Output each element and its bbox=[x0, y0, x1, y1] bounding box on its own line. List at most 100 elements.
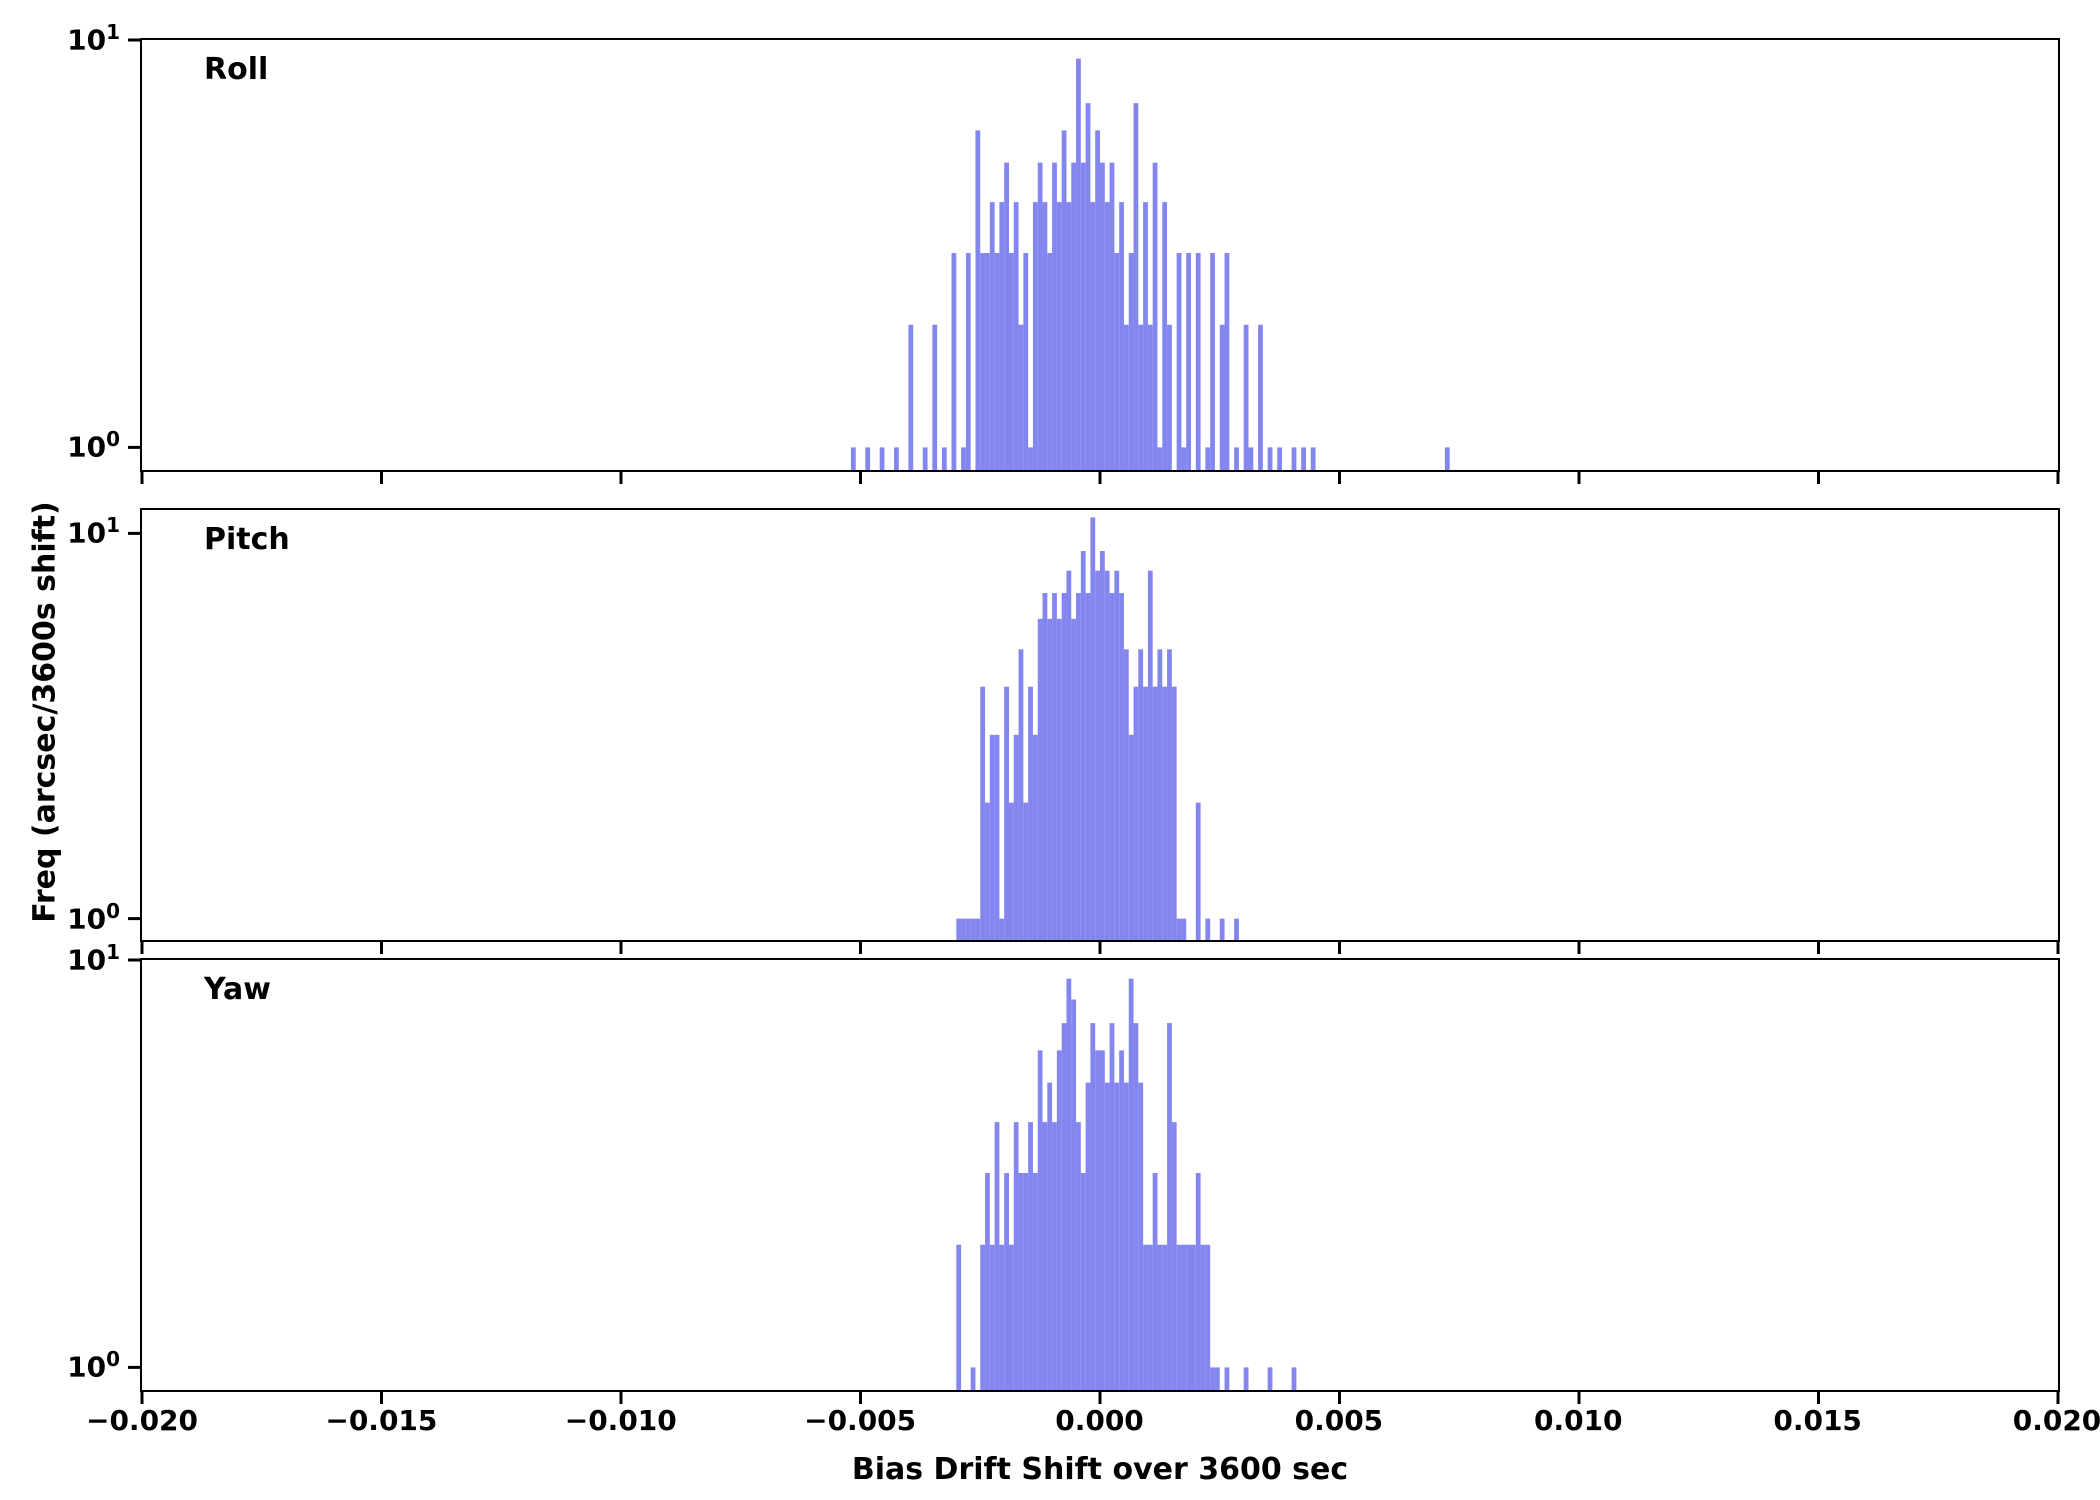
histogram-bar bbox=[1186, 1244, 1192, 1390]
histogram-bar bbox=[1162, 202, 1168, 470]
histogram-bar bbox=[1114, 570, 1120, 940]
histogram-bar bbox=[941, 447, 947, 470]
histogram-bar bbox=[1037, 162, 1043, 470]
histogram-bar bbox=[1219, 918, 1225, 940]
histogram-bar bbox=[1066, 202, 1072, 470]
histogram-bar bbox=[1224, 253, 1230, 470]
histogram-bar bbox=[1152, 686, 1158, 940]
histogram-bar bbox=[1444, 447, 1450, 470]
y-tick-label: 101 bbox=[67, 513, 120, 550]
x-tick-label: 0.015 bbox=[1773, 1404, 1862, 1437]
histogram-bar bbox=[1061, 1023, 1067, 1390]
bars-group bbox=[956, 517, 1239, 940]
histogram-bar bbox=[1104, 1082, 1110, 1390]
histogram-bar bbox=[1061, 593, 1067, 940]
x-tick-label: 0.000 bbox=[1055, 1404, 1144, 1437]
histogram-bar bbox=[1071, 618, 1077, 940]
histogram-bar bbox=[975, 918, 981, 940]
histogram-bar bbox=[1109, 593, 1115, 940]
histogram-bar bbox=[1181, 918, 1187, 940]
pitch-histogram-canvas bbox=[128, 517, 2060, 954]
histogram-bar bbox=[1133, 1023, 1139, 1390]
histogram-bar bbox=[1052, 593, 1057, 940]
histogram-bar bbox=[1023, 253, 1029, 470]
histogram-bar bbox=[1123, 649, 1129, 940]
histogram-bar bbox=[980, 686, 986, 940]
histogram-bar bbox=[1152, 1173, 1158, 1390]
histogram-bar bbox=[1176, 1244, 1182, 1390]
histogram-bar bbox=[970, 1367, 976, 1390]
histogram-bar bbox=[1023, 802, 1029, 940]
histogram-bar bbox=[1205, 1244, 1211, 1390]
histogram-bar bbox=[865, 447, 871, 470]
histogram-bar bbox=[1234, 447, 1239, 470]
histogram-bar bbox=[1085, 103, 1091, 470]
histogram-bar bbox=[1100, 551, 1105, 940]
y-tick-label: 101 bbox=[67, 20, 120, 57]
histogram-bar bbox=[1104, 202, 1110, 470]
x-tick-labels: −0.020 −0.015 −0.010 −0.005 0.000 0.005 0.010 0… bbox=[86, 1404, 2100, 1444]
histogram-bar bbox=[1080, 551, 1086, 940]
histogram-bar bbox=[1004, 1173, 1009, 1390]
histogram-bar bbox=[1128, 734, 1134, 940]
histogram-bar bbox=[1133, 686, 1139, 940]
histogram-bar bbox=[1214, 1367, 1220, 1390]
histogram-bar bbox=[999, 918, 1005, 940]
histogram-bar bbox=[951, 253, 957, 470]
histogram-bar bbox=[1080, 162, 1086, 470]
histogram-bar bbox=[1109, 162, 1115, 470]
histogram-bar bbox=[1138, 1082, 1144, 1390]
histogram-bar bbox=[1032, 1173, 1038, 1390]
histogram-bar bbox=[1028, 1122, 1033, 1390]
histogram-bar bbox=[1037, 618, 1043, 940]
histogram-bar bbox=[1138, 649, 1144, 940]
histogram-bar bbox=[1310, 447, 1316, 470]
histogram-bar bbox=[1032, 734, 1038, 940]
histogram-bar bbox=[1008, 253, 1014, 470]
histogram-bar bbox=[1195, 802, 1201, 940]
histogram-bar bbox=[1147, 570, 1153, 940]
ticks-group bbox=[128, 38, 2060, 484]
histogram-bar bbox=[1248, 447, 1254, 470]
histogram-bar bbox=[1004, 686, 1009, 940]
histogram-bar bbox=[1301, 447, 1306, 470]
histogram-bar bbox=[1071, 162, 1077, 470]
x-tick-label: 0.005 bbox=[1294, 1404, 1384, 1437]
histogram-bar bbox=[1061, 130, 1067, 470]
histogram-bar bbox=[1013, 202, 1019, 470]
histogram-bar bbox=[1210, 253, 1215, 470]
histogram-bar bbox=[1176, 918, 1182, 940]
yaw-histogram-canvas bbox=[128, 958, 2060, 1404]
histogram-bar bbox=[1143, 686, 1148, 940]
x-axis-label: Bias Drift Shift over 3600 sec bbox=[851, 1452, 1349, 1487]
histogram-bar bbox=[1047, 618, 1053, 940]
x-tick-label: −0.015 bbox=[325, 1404, 438, 1437]
bars-group bbox=[850, 58, 1450, 470]
histogram-bar bbox=[1205, 918, 1211, 940]
histogram-bar bbox=[1133, 103, 1139, 470]
histogram-bar bbox=[1123, 324, 1129, 470]
histogram-bar bbox=[1119, 202, 1124, 470]
histogram-bar bbox=[1171, 1122, 1177, 1390]
histogram-bar bbox=[1176, 253, 1182, 470]
histogram-bar bbox=[1095, 570, 1100, 940]
histogram-bar bbox=[1090, 202, 1096, 470]
histogram-bar bbox=[1181, 447, 1187, 470]
bars-group bbox=[956, 978, 1297, 1390]
histogram-bar bbox=[1210, 1367, 1215, 1390]
histogram-bar bbox=[1052, 162, 1057, 470]
x-tick-label: −0.020 bbox=[85, 1404, 199, 1437]
panel-title-pitch: Pitch bbox=[204, 522, 290, 557]
histogram-bar bbox=[1200, 1244, 1206, 1390]
x-tick-label: 0.020 bbox=[2012, 1404, 2100, 1437]
histogram-bar bbox=[1167, 1023, 1172, 1390]
histogram-bar bbox=[1157, 447, 1163, 470]
histogram-bar bbox=[1147, 324, 1153, 470]
histogram-bar bbox=[961, 447, 966, 470]
histogram-bar bbox=[922, 447, 928, 470]
histogram-bar bbox=[1104, 570, 1110, 940]
y-tick-label: 100 bbox=[67, 1347, 120, 1384]
x-tick-label: 0.010 bbox=[1533, 1404, 1623, 1437]
histogram-bar bbox=[989, 202, 995, 470]
histogram-bar bbox=[1291, 447, 1297, 470]
